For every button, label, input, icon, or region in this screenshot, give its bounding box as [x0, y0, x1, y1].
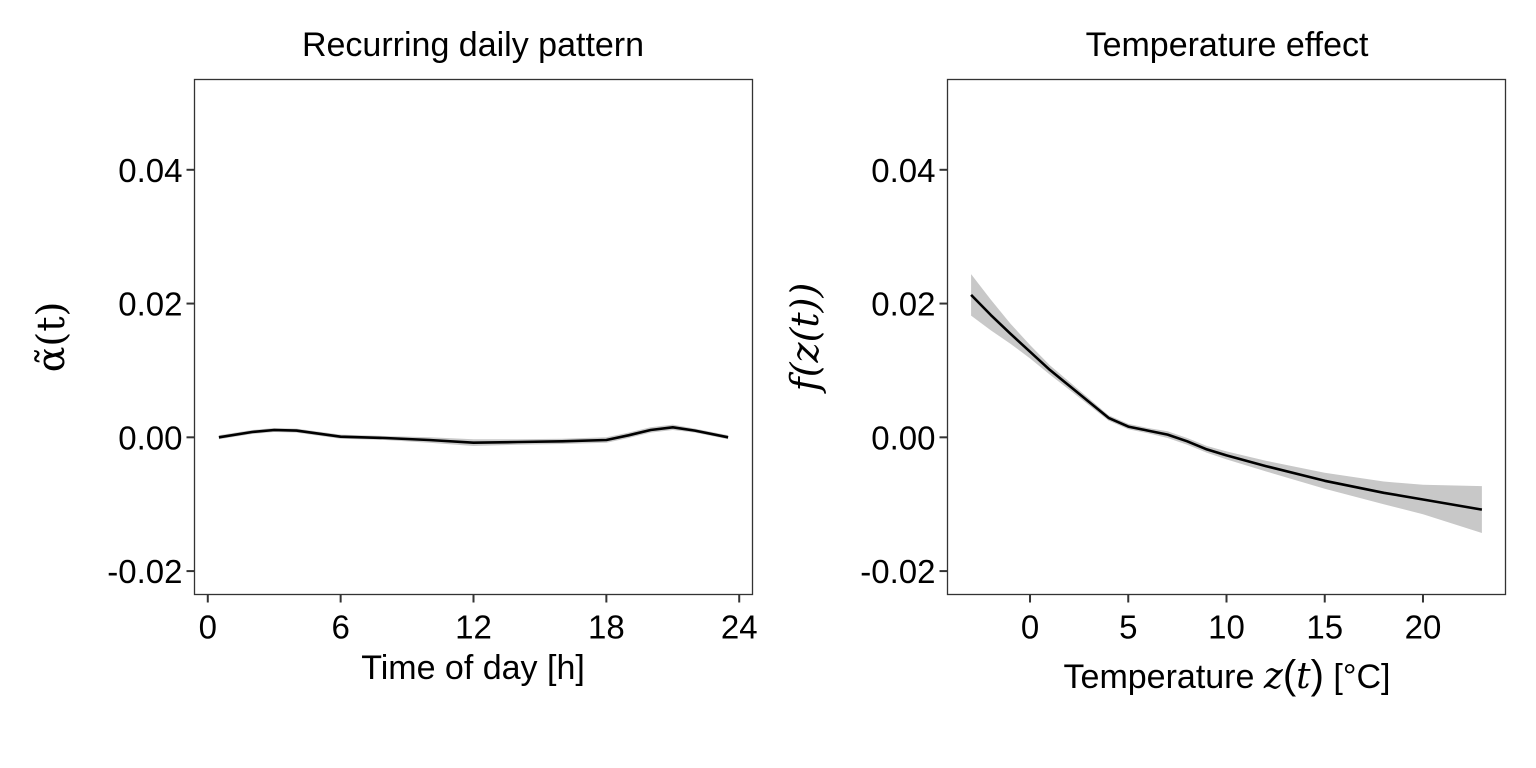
y-tick-label: 0.02: [118, 286, 182, 323]
y-axis-ticks: -0.02 0.00 0.02 0.04: [107, 152, 195, 590]
confidence-band-group: [971, 274, 1482, 533]
x-tick-label: 10: [1208, 609, 1245, 646]
chart-title: Temperature effect: [1086, 26, 1369, 64]
x-axis-label-argument: t: [1296, 656, 1311, 697]
x-axis-label-variable: z: [1263, 656, 1284, 697]
x-tick-label: 20: [1405, 609, 1442, 646]
y-axis-ticks: -0.02 0.00 0.02 0.04: [860, 152, 948, 590]
x-tick-label: 18: [588, 609, 625, 646]
x-tick-label: 5: [1119, 609, 1137, 646]
fit-line: [970, 293, 1483, 511]
panel-temperature-effect: Temperature effect -0.02 0.00 0.02 0.04 0 5 1…: [783, 26, 1507, 697]
y-tick-label: 0.04: [871, 152, 935, 189]
y-tick-label: 0.02: [871, 286, 935, 323]
x-axis-label-unit: [°C]: [1324, 658, 1391, 696]
x-axis-label: Time of day [h]: [361, 649, 585, 687]
x-axis-label-paren-close: ): [1311, 653, 1324, 697]
x-axis-label: Temperature z(t) [°C]: [1064, 653, 1391, 697]
x-tick-label: 24: [721, 609, 758, 646]
x-axis-label-paren-open: (: [1283, 653, 1297, 697]
x-tick-label: 0: [199, 609, 217, 646]
y-tick-label: -0.02: [107, 553, 182, 590]
y-tick-label: 0.00: [871, 419, 935, 456]
fit-line: [218, 426, 729, 444]
x-axis-ticks: 0 6 12 18 24: [199, 594, 758, 646]
y-tick-label: 0.04: [118, 152, 182, 189]
y-axis-label: f(z(t)): [783, 283, 827, 395]
y-axis-label: α̃(t): [29, 302, 73, 373]
confidence-band: [971, 274, 1482, 533]
fit-line-group: [970, 293, 1483, 511]
x-tick-label: 12: [455, 609, 492, 646]
y-tick-label: 0.00: [118, 419, 182, 456]
plot-frame: [946, 78, 1507, 596]
x-axis-label-text: Temperature: [1064, 658, 1264, 696]
panel-daily-pattern: Recurring daily pattern -0.02 0.00 0.02 0.0…: [29, 26, 758, 687]
x-tick-label: 6: [331, 609, 349, 646]
x-tick-label: 0: [1021, 609, 1039, 646]
y-tick-label: -0.02: [860, 553, 935, 590]
plot-frame: [193, 78, 754, 596]
fit-line-group: [218, 426, 729, 444]
x-axis-ticks: 0 5 10 15 20: [1021, 594, 1442, 646]
x-tick-label: 15: [1306, 609, 1343, 646]
chart-title: Recurring daily pattern: [302, 26, 644, 64]
